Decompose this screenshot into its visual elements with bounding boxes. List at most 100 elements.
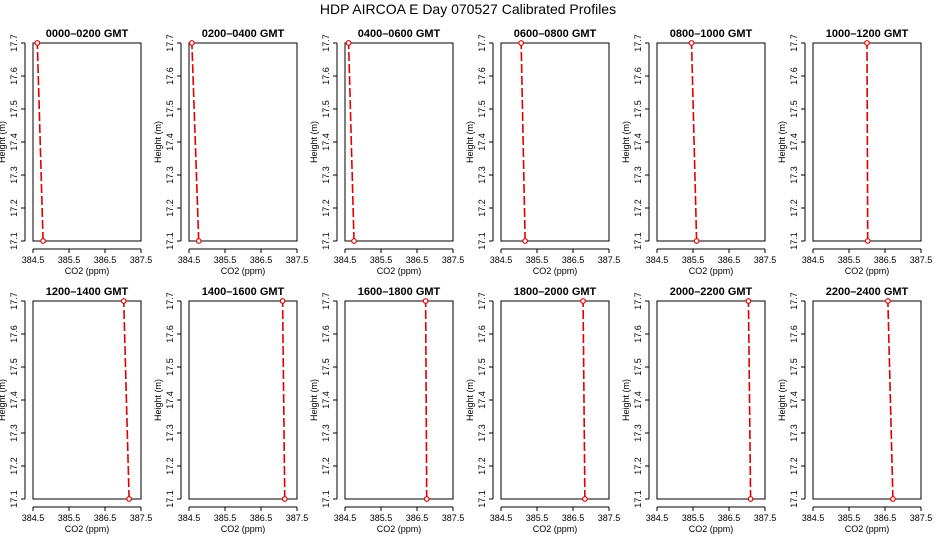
x-tick-label: 386.5 (94, 255, 117, 265)
x-tick-label: 386.5 (250, 513, 273, 523)
profile-point (120, 298, 127, 304)
x-tick-label: 387.5 (286, 255, 309, 265)
x-tick-label: 387.5 (598, 513, 621, 523)
x-axis-label: CO2 (ppm) (533, 524, 578, 534)
y-tick-label: 17.7 (477, 34, 487, 52)
x-tick-label: 384.5 (490, 513, 513, 523)
profile-point (126, 496, 133, 502)
y-tick-label: 17.3 (633, 424, 643, 442)
profile-panel: 2200–2400 GMT 384.5 385.5 386.5 387.5 CO2 (pp… (777, 286, 932, 534)
y-tick-label: 17.2 (165, 457, 175, 475)
y-tick-label: 17.4 (321, 133, 331, 151)
y-tick-label: 17.6 (789, 325, 799, 343)
x-tick-label: 386.5 (562, 255, 585, 265)
profile-point (580, 298, 586, 304)
profile-point (581, 496, 588, 502)
profile-point (864, 238, 871, 244)
x-axis-label: CO2 (ppm) (221, 524, 266, 534)
y-tick-label: 17.4 (9, 133, 19, 151)
panel-title: 2200–2400 GMT (826, 286, 909, 298)
profile-point (423, 496, 430, 502)
profile-panel: 0200–0400 GMT 384.5 385.5 386.5 387.5 CO2 (pp… (153, 28, 308, 276)
y-tick-label: 17.4 (165, 133, 175, 151)
y-tick-label: 17.5 (789, 100, 799, 118)
y-axis-label: Height (m) (621, 379, 631, 421)
profile-panel: 1000–1200 GMT 384.5 385.5 386.5 387.5 CO2 (pp… (777, 28, 932, 276)
y-tick-label: 17.7 (321, 292, 331, 310)
y-tick-label: 17.1 (9, 490, 19, 508)
y-tick-label: 17.3 (477, 166, 487, 184)
x-axis-label: CO2 (ppm) (221, 266, 266, 276)
y-tick-label: 17.5 (321, 358, 331, 376)
y-axis-label: Height (m) (0, 121, 7, 163)
profile-line (347, 42, 355, 242)
panel-title: 0600–0800 GMT (514, 28, 597, 40)
y-tick-label: 17.6 (165, 325, 175, 343)
y-tick-label: 17.7 (9, 292, 19, 310)
y-tick-label: 17.4 (633, 391, 643, 409)
y-tick-label: 17.5 (9, 100, 19, 118)
x-tick-label: 385.5 (682, 255, 705, 265)
y-tick-label: 17.7 (321, 34, 331, 52)
y-tick-label: 17.6 (9, 325, 19, 343)
y-tick-label: 17.6 (9, 67, 19, 85)
profile-line (191, 42, 200, 242)
panel-title: 1000–1200 GMT (826, 28, 909, 40)
x-tick-label: 386.5 (874, 255, 897, 265)
panel-title: 1800–2000 GMT (514, 286, 597, 298)
x-tick-label: 385.5 (214, 513, 237, 523)
y-tick-label: 17.3 (165, 424, 175, 442)
profile-panel: 1600–1800 GMT 384.5 385.5 386.5 387.5 CO2 (pp… (309, 286, 464, 534)
x-tick-label: 384.5 (178, 255, 201, 265)
y-tick-label: 17.5 (789, 358, 799, 376)
y-tick-label: 17.4 (165, 391, 175, 409)
profile-point (345, 40, 352, 46)
x-tick-label: 385.5 (838, 255, 861, 265)
y-tick-label: 17.2 (789, 199, 799, 217)
y-tick-label: 17.3 (633, 166, 643, 184)
profile-line (747, 300, 752, 500)
y-tick-label: 17.1 (165, 232, 175, 250)
profile-point (890, 496, 896, 502)
profile-point (745, 298, 752, 304)
y-tick-label: 17.5 (633, 100, 643, 118)
y-tick-label: 17.4 (477, 391, 487, 409)
plot-frame (656, 300, 766, 500)
x-tick-label: 385.5 (214, 255, 237, 265)
y-tick-label: 17.6 (165, 67, 175, 85)
panel-title: 0800–1000 GMT (670, 28, 753, 40)
x-tick-label: 387.5 (754, 513, 777, 523)
x-tick-label: 385.5 (58, 255, 81, 265)
x-tick-label: 386.5 (874, 513, 897, 523)
y-tick-label: 17.5 (477, 358, 487, 376)
x-tick-label: 387.5 (754, 255, 777, 265)
y-axis-label: Height (m) (777, 121, 787, 163)
y-tick-label: 17.1 (321, 232, 331, 250)
panel-title: 2000–2200 GMT (670, 286, 753, 298)
plot-frame (344, 42, 454, 242)
x-tick-label: 386.5 (94, 513, 117, 523)
y-tick-label: 17.7 (477, 292, 487, 310)
y-tick-label: 17.2 (633, 457, 643, 475)
y-tick-label: 17.4 (789, 391, 799, 409)
plot-frame (32, 42, 142, 242)
x-tick-label: 387.5 (130, 513, 153, 523)
x-tick-label: 386.5 (406, 513, 429, 523)
y-tick-label: 17.6 (633, 325, 643, 343)
y-tick-label: 17.1 (9, 232, 19, 250)
profile-panel: 0400–0600 GMT 384.5 385.5 386.5 387.5 CO2 (pp… (309, 28, 464, 276)
profile-point (884, 298, 891, 304)
x-axis-label: CO2 (ppm) (689, 266, 734, 276)
y-tick-label: 17.7 (165, 292, 175, 310)
profile-point (281, 496, 288, 502)
y-axis-label: Height (m) (309, 121, 319, 163)
y-tick-label: 17.3 (9, 166, 19, 184)
profile-point (40, 238, 46, 244)
profile-point (688, 40, 695, 46)
plot-frame (344, 300, 454, 500)
x-axis-label: CO2 (ppm) (65, 266, 110, 276)
x-tick-label: 387.5 (286, 513, 309, 523)
x-tick-label: 385.5 (526, 255, 549, 265)
y-axis-label: Height (m) (309, 379, 319, 421)
